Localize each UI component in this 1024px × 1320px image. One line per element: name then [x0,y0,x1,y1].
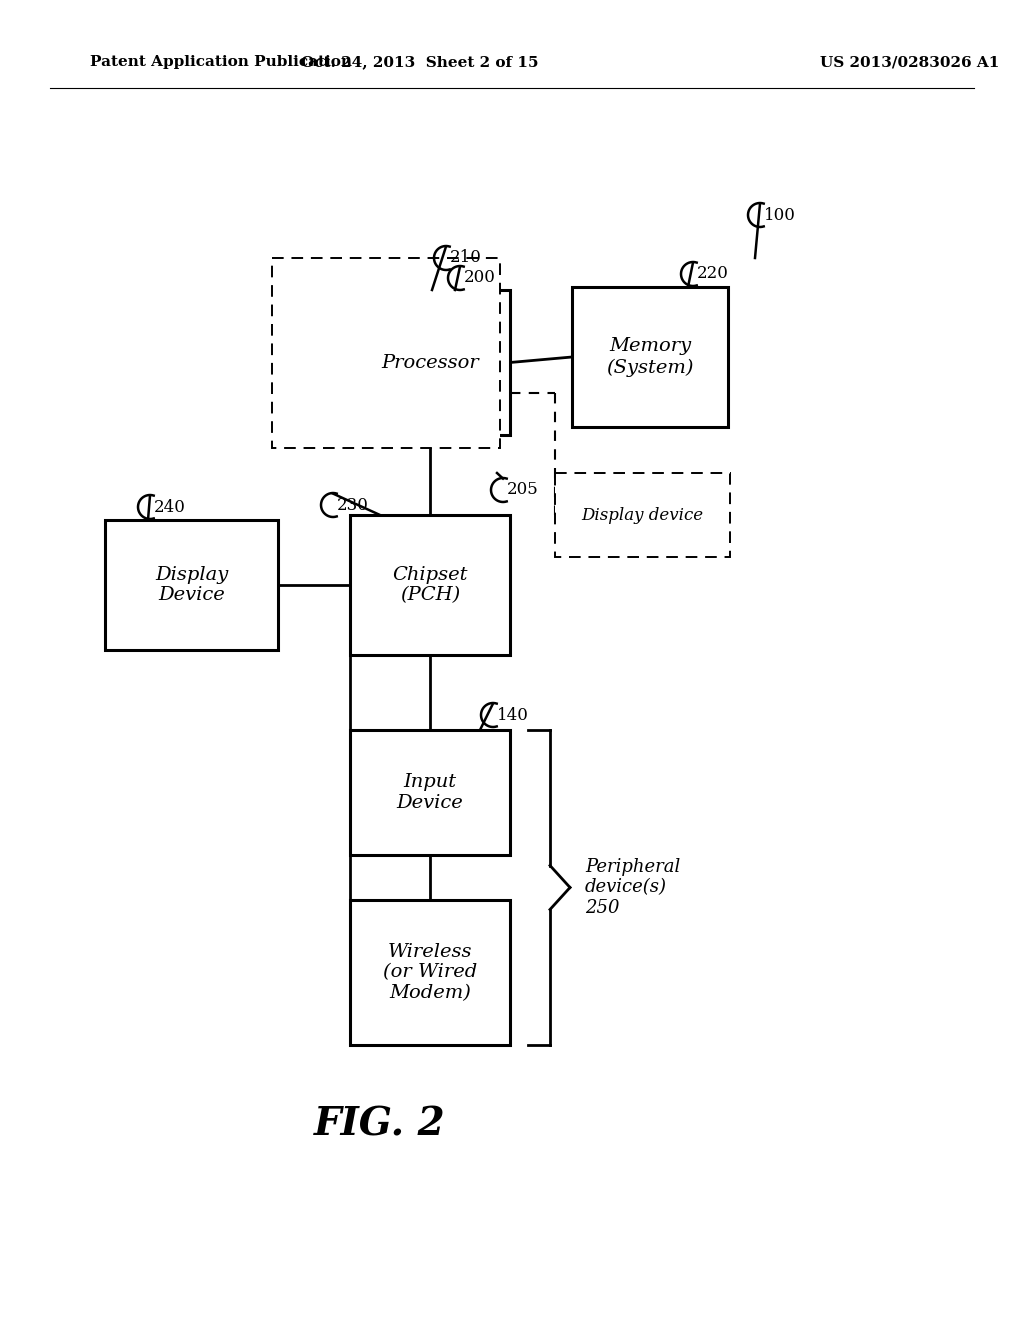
Bar [555,473,730,557]
Bar [350,730,510,855]
Bar [350,515,510,655]
Text: Display
Device: Display Device [155,565,228,605]
Text: Wireless
(or Wired
Modem): Wireless (or Wired Modem) [383,942,477,1002]
Text: Input
Device: Input Device [396,774,464,812]
Text: Chipset
(PCH): Chipset (PCH) [392,565,468,605]
Bar [572,286,728,426]
Text: Patent Application Publication: Patent Application Publication [90,55,352,69]
Text: 200: 200 [464,269,496,286]
Bar [350,290,510,436]
Text: 240: 240 [154,499,186,516]
Text: Memory
(System): Memory (System) [606,338,693,376]
Text: Peripheral
device(s)
250: Peripheral device(s) 250 [585,858,680,917]
Bar [105,520,278,649]
Text: FIG. 2: FIG. 2 [314,1106,445,1144]
Text: Display device: Display device [582,507,703,524]
Text: Processor: Processor [381,354,479,371]
Text: 140: 140 [497,706,528,723]
Text: Oct. 24, 2013  Sheet 2 of 15: Oct. 24, 2013 Sheet 2 of 15 [301,55,539,69]
Text: 230: 230 [337,496,369,513]
Text: 210: 210 [450,249,482,267]
Text: 205: 205 [507,482,539,499]
Text: 100: 100 [764,206,796,223]
Text: US 2013/0283026 A1: US 2013/0283026 A1 [820,55,999,69]
Text: 220: 220 [697,265,729,282]
Bar [272,257,500,447]
Bar [350,900,510,1045]
